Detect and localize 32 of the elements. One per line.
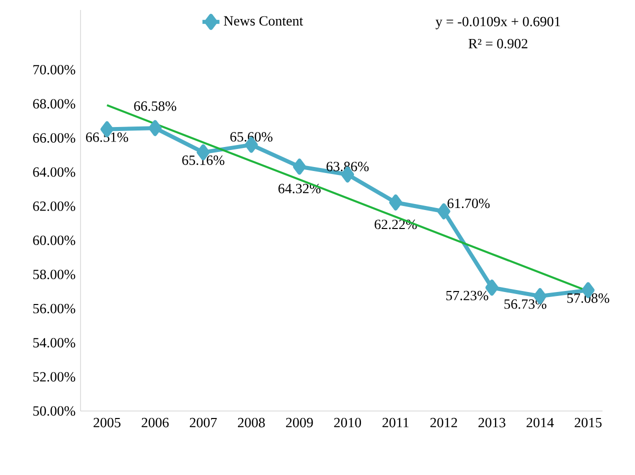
y-tick-label: 56.00% xyxy=(33,304,76,314)
y-tick-label: 60.00% xyxy=(33,236,76,246)
annotation: y = -0.0109x + 0.6901 xyxy=(436,16,560,30)
x-tick-label: 2013 xyxy=(478,418,506,428)
point xyxy=(389,194,402,210)
x-tick-label: 2012 xyxy=(430,418,458,428)
data-label: 64.32% xyxy=(278,184,321,194)
x-tick-label: 2006 xyxy=(142,418,169,428)
x-tick-label: 2011 xyxy=(382,418,409,428)
data-label: 61.70% xyxy=(448,198,490,208)
annotation: R² = 0.902 xyxy=(468,38,528,48)
y-tick-label: 58.00% xyxy=(33,270,76,280)
data-label: 66.58% xyxy=(134,101,176,111)
legend-label: News Content xyxy=(224,16,304,26)
x-tick-label: 2009 xyxy=(286,418,313,428)
y-tick-label: 62.00% xyxy=(33,201,76,211)
data-label: 57.23% xyxy=(446,290,488,300)
y-tick-label: 66.00% xyxy=(33,133,76,143)
x-tick-label: 2014 xyxy=(526,418,554,428)
y-tick-label: 52.00% xyxy=(33,372,76,382)
x-tick-label: 2008 xyxy=(238,418,265,428)
y-tick-label: 68.00% xyxy=(33,99,76,109)
y-tick-label: 50.00% xyxy=(33,406,76,416)
x-tick-label: 2015 xyxy=(574,418,602,428)
y-tick-label: 54.00% xyxy=(33,338,76,348)
point xyxy=(148,120,162,136)
x-tick-label: 2010 xyxy=(334,418,362,428)
y-tick-label: 64.00% xyxy=(33,167,76,177)
x-tick-label: 2005 xyxy=(94,418,120,428)
point xyxy=(292,158,306,175)
x-tick-label: 2007 xyxy=(190,418,217,428)
y-tick-label: 70.00% xyxy=(33,64,76,74)
